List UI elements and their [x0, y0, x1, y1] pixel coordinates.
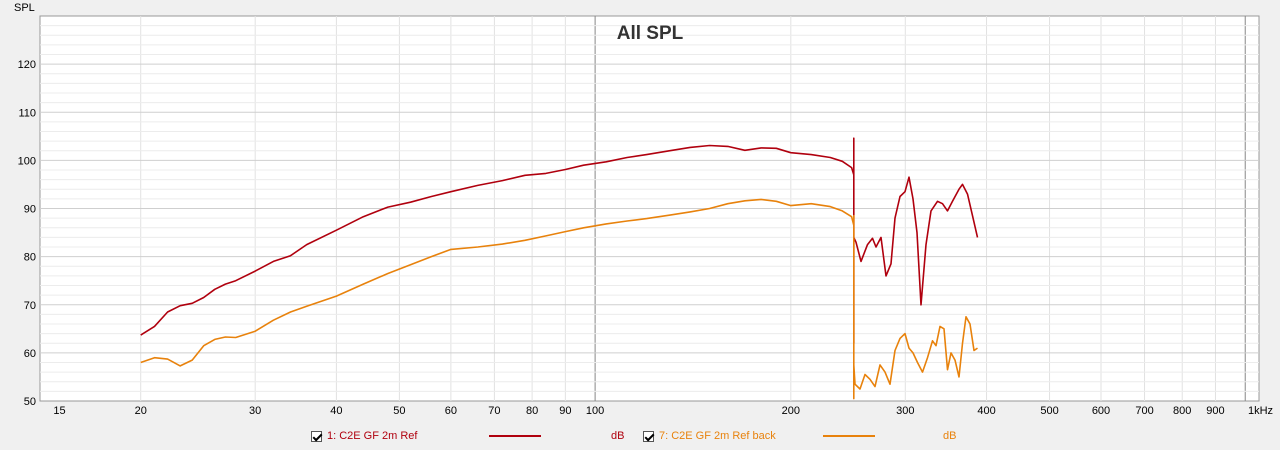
- x-tick-label: 600: [1092, 405, 1110, 417]
- x-tick-label: 200: [782, 405, 800, 417]
- y-tick-label: 100: [18, 155, 36, 167]
- series-line-7: [140, 198, 978, 400]
- x-tick-label: 30: [249, 405, 261, 417]
- series-1-checkbox[interactable]: [311, 430, 322, 442]
- x-axis-unit-label: 1kHz: [1248, 405, 1273, 417]
- x-tick-label: 20: [135, 405, 147, 417]
- axis-labels: 15 20 30 40 50 60 70 80 90 100 200 300 400 500 600 700 8…: [18, 59, 1225, 417]
- y-tick-label: 50: [24, 396, 36, 408]
- series-1-label: 1: C2E GF 2m Ref: [327, 430, 418, 442]
- series-7-checkbox[interactable]: [643, 430, 654, 442]
- y-tick-label: 80: [24, 252, 36, 264]
- x-tick-label: 70: [488, 405, 500, 417]
- x-tick-label: 60: [445, 405, 457, 417]
- x-tick-label: 800: [1173, 405, 1191, 417]
- series-7-unit: dB: [943, 430, 957, 442]
- y-tick-label: 70: [24, 300, 36, 312]
- grid: [40, 16, 1259, 401]
- y-tick-label: 110: [18, 107, 36, 119]
- y-tick-label: 120: [18, 59, 36, 71]
- x-tick-label: 900: [1206, 405, 1224, 417]
- x-tick-label: 90: [559, 405, 571, 417]
- x-tick-label: 100: [586, 405, 604, 417]
- x-tick-label: 700: [1135, 405, 1153, 417]
- y-axis-label: SPL: [14, 2, 35, 14]
- x-tick-label: 500: [1040, 405, 1058, 417]
- legend-item-1[interactable]: 1: C2E GF 2m Ref dB: [311, 426, 624, 446]
- y-tick-label: 60: [24, 348, 36, 360]
- x-tick-label: 40: [330, 405, 342, 417]
- legend-item-7[interactable]: 7: C2E GF 2m Ref back dB: [643, 426, 956, 446]
- series-1-swatch: [489, 435, 541, 437]
- series-7-swatch: [823, 435, 875, 437]
- x-tick-label: 400: [977, 405, 995, 417]
- series-1-unit: dB: [611, 430, 625, 442]
- series-layer: [140, 137, 979, 400]
- x-tick-label: 80: [526, 405, 538, 417]
- x-tick-label: 15: [53, 405, 65, 417]
- x-tick-label: 50: [393, 405, 405, 417]
- y-tick-label: 90: [24, 204, 36, 216]
- x-tick-label: 300: [896, 405, 914, 417]
- chart-title: All SPL: [617, 23, 684, 44]
- series-7-label: 7: C2E GF 2m Ref back: [659, 430, 776, 442]
